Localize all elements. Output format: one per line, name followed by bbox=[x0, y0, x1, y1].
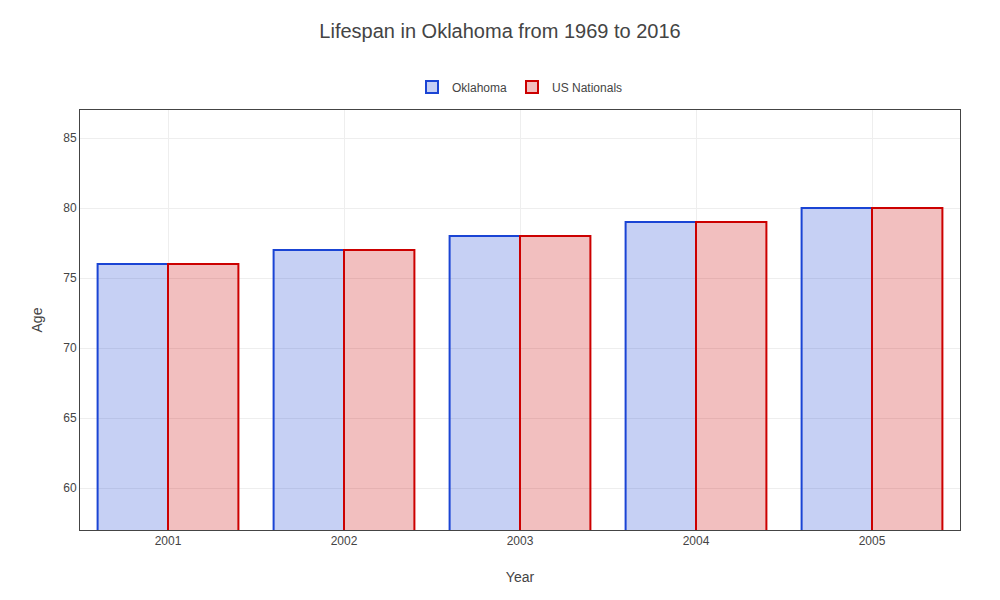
svg-text:Lifespan in Oklahoma from 1969: Lifespan in Oklahoma from 1969 to 2016 bbox=[319, 20, 680, 42]
svg-text:60: 60 bbox=[63, 481, 77, 495]
svg-text:2002: 2002 bbox=[331, 534, 358, 548]
svg-text:2001: 2001 bbox=[155, 534, 182, 548]
svg-text:2003: 2003 bbox=[507, 534, 534, 548]
svg-text:US Nationals: US Nationals bbox=[552, 81, 622, 95]
svg-text:80: 80 bbox=[63, 201, 77, 215]
svg-text:70: 70 bbox=[63, 341, 77, 355]
svg-text:65: 65 bbox=[63, 411, 77, 425]
svg-text:2004: 2004 bbox=[683, 534, 710, 548]
svg-text:Year: Year bbox=[506, 569, 535, 585]
svg-text:75: 75 bbox=[63, 271, 77, 285]
svg-text:85: 85 bbox=[63, 131, 77, 145]
svg-text:Age: Age bbox=[29, 307, 45, 332]
svg-text:2005: 2005 bbox=[859, 534, 886, 548]
svg-text:Oklahoma: Oklahoma bbox=[452, 81, 507, 95]
